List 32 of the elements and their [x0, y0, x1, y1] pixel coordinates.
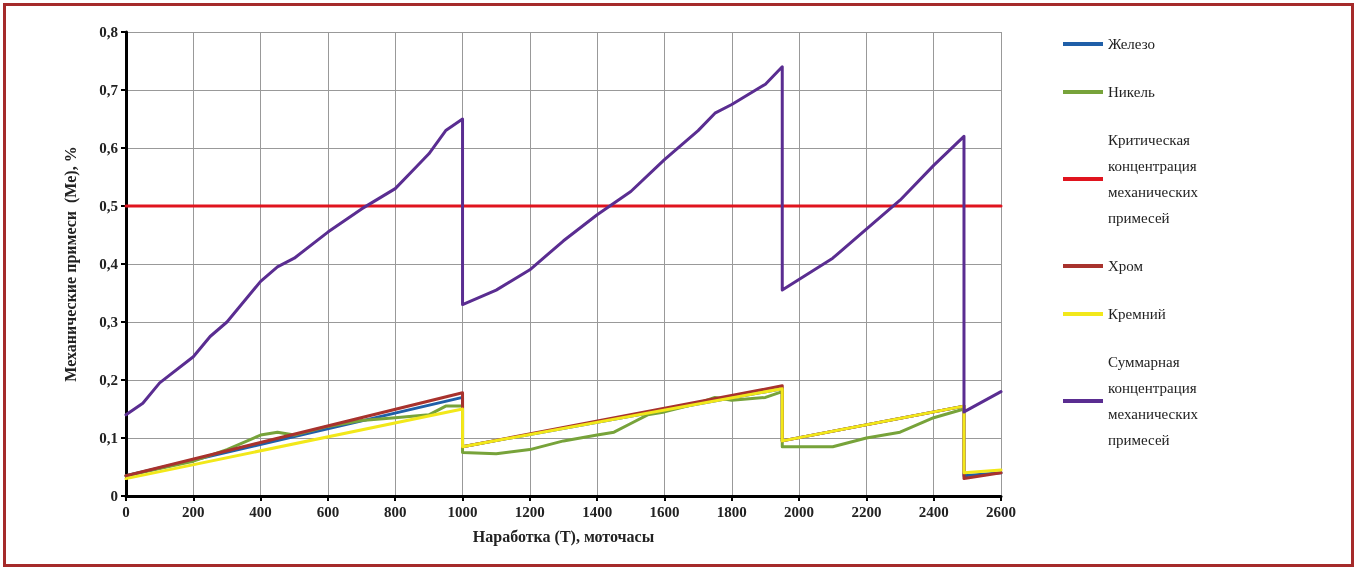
x-tick-label: 1600 — [649, 503, 680, 520]
y-tick-label: 0,1 — [99, 430, 118, 446]
y-axis-title: Механические примеси (Ме), % — [61, 146, 80, 382]
x-tick-label: 1000 — [447, 503, 478, 520]
x-tick-label: 1200 — [514, 503, 545, 520]
y-tick-label: 0,8 — [99, 24, 118, 40]
x-tick-label: 1800 — [716, 503, 747, 520]
y-tick-label: 0,3 — [99, 314, 118, 330]
x-tick-label: 600 — [316, 503, 340, 520]
x-tick-label: 0 — [122, 503, 130, 520]
x-tick-label: 800 — [383, 503, 407, 520]
y-tick-label: 0,6 — [99, 140, 119, 156]
y-tick-label: 0,7 — [99, 82, 119, 98]
x-tick-label: 200 — [182, 503, 205, 520]
y-tick-label: 0,5 — [99, 198, 118, 214]
legend-label: Железо — [1108, 36, 1155, 52]
legend-label: Суммарная концентрация механических примесей — [1108, 354, 1202, 448]
y-tick-label: 0,2 — [99, 372, 118, 388]
legend-label: Критическая концентрация механических примесей — [1108, 132, 1202, 226]
x-tick-label: 2200 — [851, 503, 882, 520]
x-tick-label: 2000 — [784, 503, 815, 520]
y-tick-label: 0,4 — [99, 256, 119, 272]
legend-label: Никель — [1108, 84, 1155, 100]
x-tick-label: 2400 — [918, 503, 949, 520]
legend-label: Хром — [1108, 258, 1144, 274]
x-tick-label: 400 — [249, 503, 272, 520]
y-tick-label: 0 — [110, 488, 118, 504]
x-axis-title: Наработка (Т), моточасы — [472, 527, 655, 546]
x-tick-label: 1400 — [582, 503, 613, 520]
x-tick-label: 2600 — [986, 503, 1016, 520]
legend-label: Кремний — [1108, 306, 1166, 322]
line-series — [124, 65, 1003, 417]
